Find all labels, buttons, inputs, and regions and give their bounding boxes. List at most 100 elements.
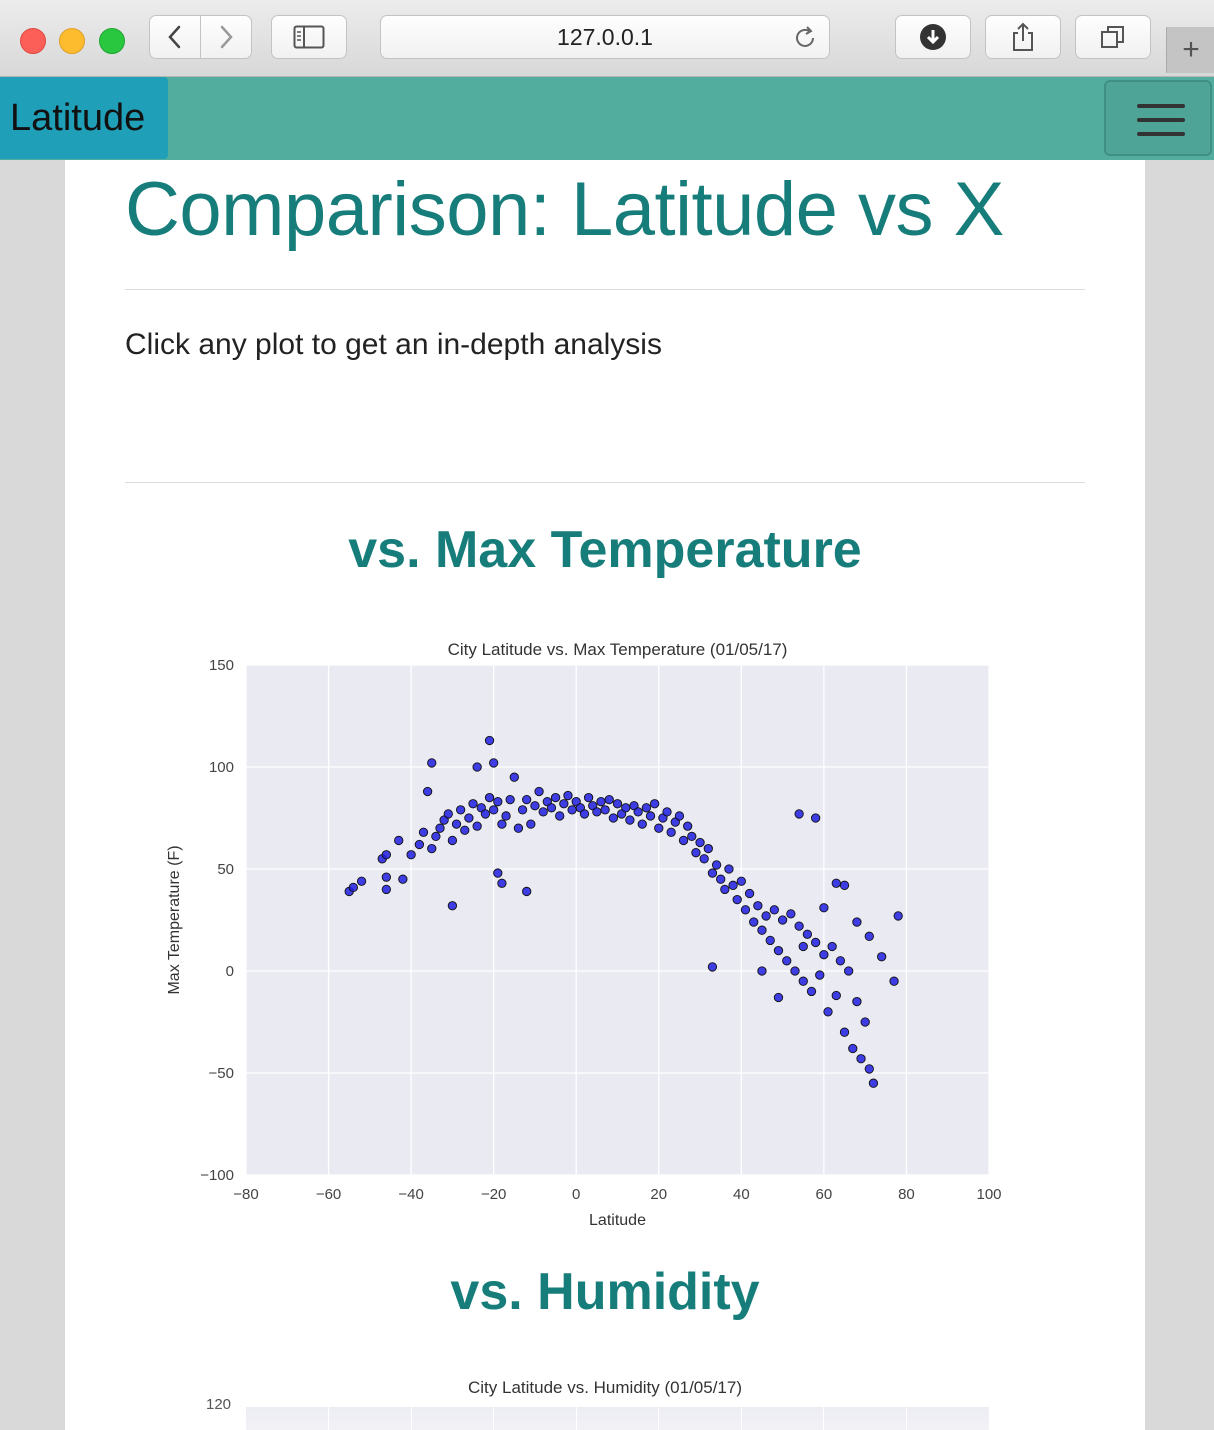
x-tick-label: −40: [398, 1186, 423, 1203]
back-button[interactable]: [149, 15, 201, 59]
divider: [125, 289, 1085, 290]
section-title-max-temperature: vs. Max Temperature: [348, 521, 862, 579]
data-point: [757, 966, 767, 976]
data-point: [493, 797, 503, 807]
data-point: [831, 990, 841, 1001]
x-tick-label: 100: [976, 1186, 1001, 1203]
data-point: [802, 929, 813, 939]
data-point: [819, 950, 829, 960]
data-point: [827, 941, 837, 952]
page-subtitle: Click any plot to get an in-depth analys…: [125, 328, 662, 361]
data-point: [810, 937, 821, 948]
data-point: [844, 966, 854, 976]
data-point: [645, 811, 656, 821]
data-point: [563, 790, 573, 801]
data-point: [773, 945, 784, 956]
reload-icon[interactable]: [791, 24, 819, 52]
data-point: [381, 850, 391, 860]
data-point: [823, 1007, 833, 1017]
downloads-button[interactable]: [895, 15, 971, 59]
x-tick-label: 20: [650, 1186, 667, 1203]
data-point: [707, 962, 718, 972]
data-point: [769, 905, 780, 915]
data-point: [489, 758, 499, 768]
data-point: [744, 888, 755, 899]
data-point: [592, 807, 602, 817]
y-tick-label: −100: [200, 1167, 234, 1184]
data-point: [455, 805, 466, 815]
data-point: [815, 970, 825, 980]
scroll-fade: [65, 1395, 1145, 1430]
data-point: [649, 799, 660, 809]
forward-button[interactable]: [200, 15, 252, 59]
hamburger-icon-bar: [1137, 132, 1185, 136]
address-bar[interactable]: 127.0.0.1: [380, 15, 830, 59]
data-point: [782, 956, 792, 966]
sidebar-toggle-button[interactable]: [271, 15, 347, 59]
data-point: [381, 884, 391, 895]
data-point: [579, 809, 590, 819]
data-point: [720, 884, 730, 895]
humidity-y-tick-label: 120: [206, 1396, 231, 1413]
data-point: [674, 811, 685, 821]
data-point: [864, 931, 874, 941]
data-point: [877, 952, 887, 962]
data-point: [633, 807, 643, 817]
data-point: [513, 823, 524, 833]
data-point: [740, 905, 751, 915]
data-point: [600, 805, 610, 815]
data-point: [546, 803, 557, 813]
x-tick-label: 80: [898, 1186, 915, 1203]
url-text: 127.0.0.1: [557, 23, 653, 50]
data-point: [460, 825, 470, 835]
new-tab-button[interactable]: +: [1166, 27, 1214, 73]
data-point: [839, 1027, 850, 1037]
x-axis-label: Latitude: [589, 1212, 646, 1229]
data-point: [451, 819, 462, 829]
data-point: [422, 786, 433, 797]
share-button[interactable]: [985, 15, 1061, 59]
window-close-button[interactable]: [20, 28, 46, 54]
data-point: [794, 921, 804, 931]
main-content: Comparison: Latitude vs X Click any plot…: [65, 160, 1145, 1430]
data-point: [819, 903, 829, 913]
data-point: [868, 1078, 879, 1088]
data-point: [736, 876, 746, 886]
data-point: [381, 872, 391, 882]
browser-titlebar: 127.0.0.1 +: [0, 0, 1214, 77]
plot-background: [246, 665, 989, 1175]
y-tick-label: 150: [209, 657, 234, 674]
data-point: [637, 819, 647, 829]
data-point: [522, 794, 532, 805]
x-tick-label: 60: [816, 1186, 833, 1203]
data-point: [596, 797, 606, 807]
data-point: [522, 886, 532, 897]
data-point: [757, 925, 767, 935]
data-point: [662, 807, 672, 817]
menu-toggle-button[interactable]: [1104, 80, 1212, 156]
data-point: [406, 850, 416, 860]
data-point: [472, 821, 482, 831]
data-point: [348, 882, 358, 893]
data-point: [534, 786, 544, 797]
chevron-right-icon: [220, 25, 233, 49]
max-temperature-scatter-plot[interactable]: −80 −60 −40 −20 0 20 40 60 80 100 150 100 50 0 −50 −100…: [155, 625, 1035, 1245]
window-minimize-button[interactable]: [59, 28, 85, 54]
data-point: [691, 848, 701, 858]
data-point: [501, 811, 511, 821]
navbar-brand[interactable]: Latitude: [0, 77, 168, 159]
data-point: [559, 799, 569, 809]
humidity-scatter-plot[interactable]: [246, 1407, 989, 1430]
data-point: [749, 917, 759, 927]
chart-title: City Latitude vs. Max Temperature (01/05…: [448, 640, 788, 659]
show-tabs-button[interactable]: [1075, 15, 1151, 59]
data-point: [427, 758, 437, 768]
data-point: [530, 801, 540, 811]
window-zoom-button[interactable]: [99, 28, 125, 54]
data-point: [435, 823, 445, 833]
data-point: [550, 792, 561, 803]
data-point: [699, 854, 709, 864]
site-navbar: Latitude: [0, 77, 1214, 160]
data-point: [716, 874, 726, 884]
data-point: [848, 1043, 858, 1054]
